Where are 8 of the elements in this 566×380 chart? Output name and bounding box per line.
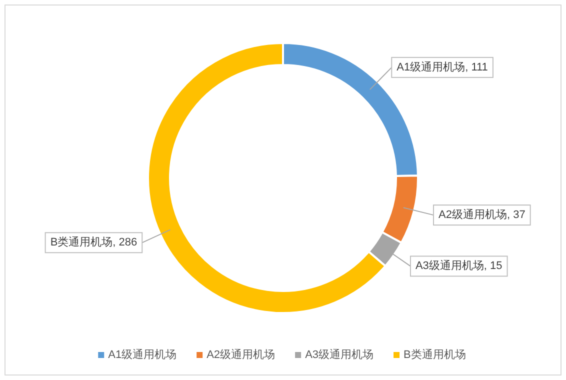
legend-label: B类通用机场 [404,348,466,361]
legend-label: A2级通用机场 [206,348,276,361]
legend-label: A1级通用机场 [108,348,177,361]
slice-label: A3级通用机场 [415,259,484,272]
legend-label: A3级通用机场 [305,348,374,361]
slice-label: B类通用机场 [50,236,113,249]
slice-label: A2级通用机场 [438,208,507,221]
slice-label: A1级通用机场 [396,60,466,74]
